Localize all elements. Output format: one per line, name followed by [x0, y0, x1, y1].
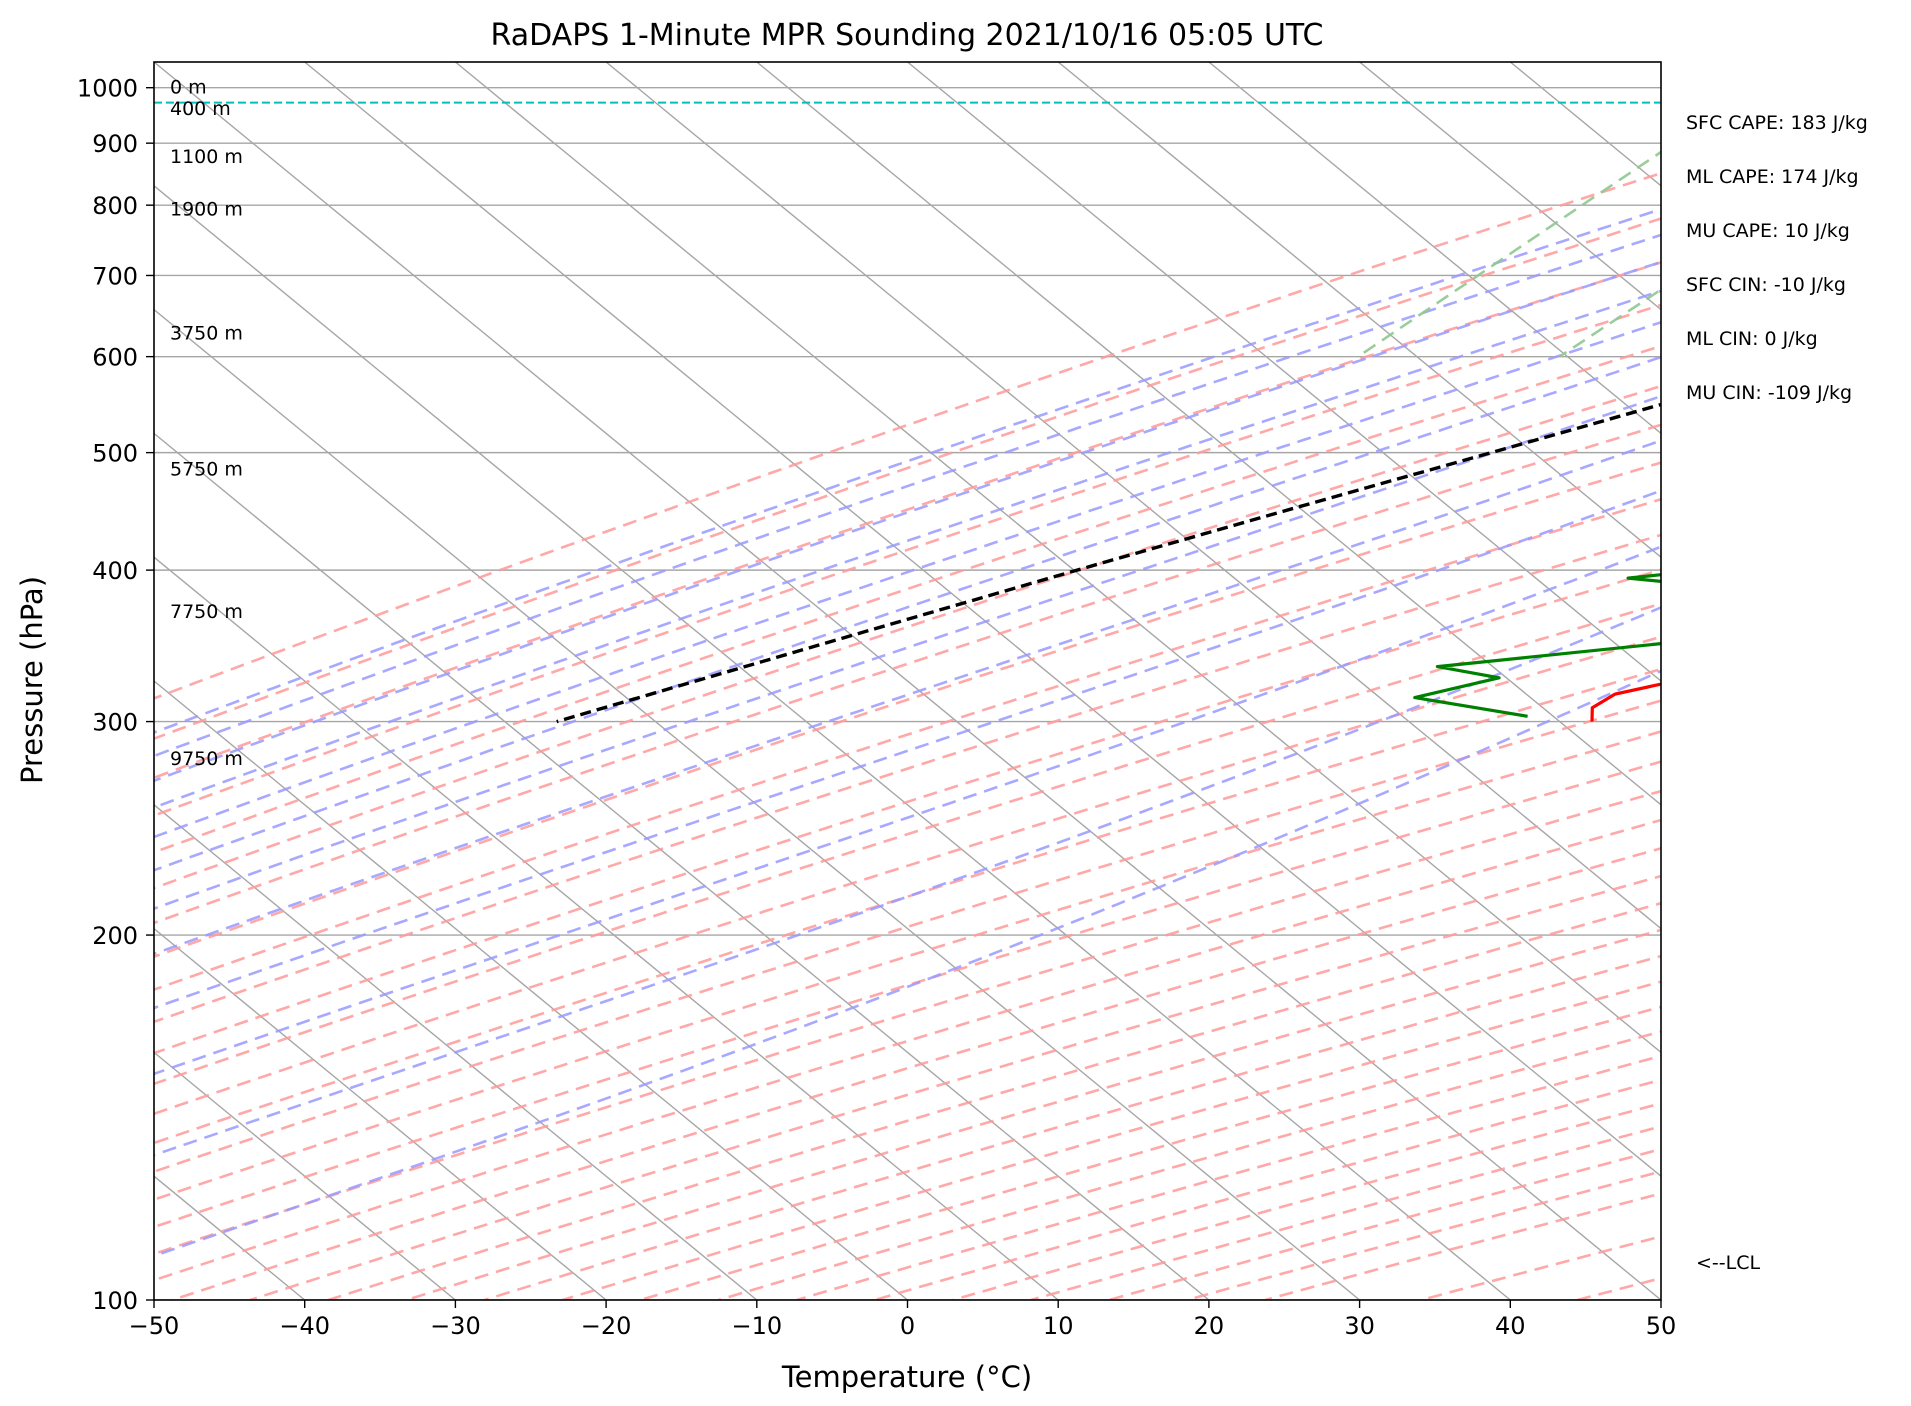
isotherm-line	[454, 62, 1661, 1054]
y-tick-label: 500	[92, 440, 138, 468]
stability-index: SFC CIN: -10 J/kg	[1686, 274, 1846, 296]
dry-adiabat	[154, 568, 1661, 1055]
height-label: 7750 m	[170, 601, 243, 623]
stability-index: MU CIN: -109 J/kg	[1686, 382, 1852, 404]
y-tick-label: 1000	[77, 75, 138, 103]
isotherm-line	[154, 308, 1361, 1300]
x-axis-label: Temperature (°C)	[781, 1360, 1032, 1394]
moist-adiabat	[154, 320, 1661, 839]
height-label: 3750 m	[170, 323, 243, 345]
x-tick-label: −50	[129, 1312, 180, 1340]
stability-indices: SFC CAPE: 183 J/kg ML CAPE: 174 J/kg MU CA…	[1686, 112, 1868, 404]
y-tick-label: 800	[92, 192, 138, 220]
isotherm-line	[154, 1051, 456, 1300]
dry-adiabat	[154, 217, 1661, 741]
dry-adiabat	[154, 423, 1661, 925]
dry-adiabat	[154, 730, 1661, 1201]
mixing-ratio-line	[1357, 150, 1661, 358]
x-tick-label: 20	[1194, 1312, 1225, 1340]
height-labels: 9750 m 7750 m 5750 m 3750 m 1900 m 1100 m 400 …	[170, 77, 243, 770]
y-tick-label: 300	[92, 709, 138, 737]
dry-adiabat	[154, 635, 1661, 1116]
height-label: 0 m	[170, 77, 207, 99]
x-tick-label: −20	[581, 1312, 632, 1340]
isotherm-line	[154, 62, 1661, 1300]
x-tick-label: 50	[1646, 1312, 1677, 1340]
x-tick-label: 10	[1043, 1312, 1074, 1340]
isotherm-line	[154, 803, 758, 1300]
height-label: 1100 m	[170, 146, 243, 168]
y-tick-label: 100	[92, 1287, 138, 1315]
isotherm-line	[154, 432, 1210, 1300]
x-tick-label: 40	[1495, 1312, 1526, 1340]
y-tick-label: 400	[92, 557, 138, 585]
parcel-line	[556, 402, 1661, 724]
x-tick-label: −30	[430, 1312, 481, 1340]
stability-index: SFC CAPE: 183 J/kg	[1686, 112, 1868, 134]
dry-adiabat	[154, 261, 1661, 780]
x-tick-label: −40	[279, 1312, 330, 1340]
stability-index: MU CAPE: 10 J/kg	[1686, 220, 1850, 242]
y-tick-label: 700	[92, 262, 138, 290]
moist-adiabat	[154, 355, 1661, 872]
isobar-grid	[154, 86, 1661, 1300]
isotherm-line	[154, 680, 908, 1300]
isotherm-line	[1359, 62, 1661, 311]
x-tick-label: 30	[1344, 1312, 1375, 1340]
mixing-ratio-line	[1558, 288, 1661, 358]
moist-adiabat	[154, 606, 1661, 1157]
moist-adiabat	[154, 289, 1661, 809]
y-axis-ticks: 100 200 300 400 500 600 700 800 900 1000	[77, 75, 154, 1315]
height-label: 9750 m	[170, 748, 243, 770]
isotherm-line	[1057, 62, 1661, 559]
isotherm-line	[605, 62, 1661, 930]
x-tick-label: −10	[731, 1312, 782, 1340]
isotherm-line	[756, 62, 1661, 806]
height-label: 400 m	[170, 98, 231, 120]
moist-adiabat	[154, 669, 1661, 1258]
mixing-ratio-lines	[1357, 150, 1661, 358]
chart-title: RaDAPS 1-Minute MPR Sounding 2021/10/16 …	[491, 18, 1324, 53]
dry-adiabat	[154, 384, 1661, 890]
plot-area	[154, 62, 1661, 1300]
dry-adiabat	[154, 699, 1661, 1173]
y-tick-label: 200	[92, 922, 138, 950]
dry-adiabat-lines	[154, 171, 1661, 1300]
isotherm-line	[154, 927, 607, 1300]
stability-index: ML CAPE: 174 J/kg	[1686, 166, 1859, 188]
y-tick-label: 600	[92, 344, 138, 372]
isotherm-line	[304, 62, 1661, 1178]
y-tick-label: 900	[92, 130, 138, 158]
lcl-label: <--LCL	[1696, 1252, 1760, 1274]
sounding-series	[556, 402, 1661, 724]
isotherm-line	[1208, 62, 1661, 435]
dry-adiabat	[154, 171, 1661, 700]
y-axis-label: Pressure (hPa)	[15, 576, 49, 784]
height-label: 5750 m	[170, 459, 243, 481]
moist-adiabat	[154, 233, 1661, 758]
stability-index: ML CIN: 0 J/kg	[1686, 328, 1818, 350]
isotherm-line	[907, 62, 1661, 682]
moist-adiabat	[154, 489, 1661, 1010]
moist-adiabat	[154, 394, 1661, 911]
moist-adiabat	[154, 207, 1661, 734]
isotherm-line	[154, 556, 1059, 1300]
x-axis-ticks: −50 −40 −30 −20 −10 0 10 20 30 40 50	[129, 1300, 1677, 1340]
dry-adiabat	[154, 760, 1661, 1229]
height-label: 1900 m	[170, 198, 243, 220]
x-tick-label: 0	[900, 1312, 915, 1340]
dry-adiabat	[154, 461, 1661, 959]
dry-adiabat	[154, 602, 1661, 1086]
moist-adiabat-lines	[154, 207, 1661, 1258]
